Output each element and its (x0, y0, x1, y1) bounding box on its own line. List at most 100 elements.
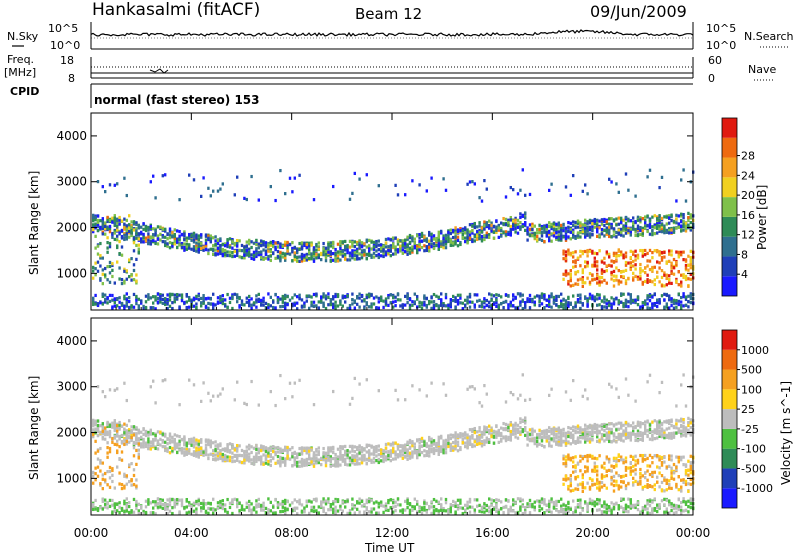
power-cell (421, 301, 423, 304)
power-cell (589, 297, 591, 300)
power-cell (358, 246, 360, 249)
velocity-cell (195, 452, 197, 455)
velocity-cell (135, 449, 137, 452)
power-cell (565, 237, 567, 240)
velocity-cell (330, 458, 332, 461)
power-cell (118, 231, 120, 234)
power-cell (224, 298, 226, 301)
power-cell (596, 281, 598, 284)
velocity-cell (294, 508, 296, 511)
power-cell (229, 246, 231, 249)
power-cell (133, 306, 135, 309)
velocity-cell (162, 433, 164, 436)
velocity-cell (92, 433, 94, 436)
power-cell (454, 235, 456, 238)
velocity-cell (284, 499, 286, 502)
power-cell (404, 242, 406, 245)
power-cell (541, 239, 543, 242)
power-cell (154, 196, 156, 199)
colorbar-segment (722, 177, 737, 197)
power-cell (454, 296, 456, 299)
velocity-cell (337, 448, 339, 451)
velocity-cell (94, 508, 96, 511)
power-cell (498, 294, 500, 297)
velocity-cell (303, 506, 305, 509)
power-cell (589, 235, 591, 238)
power-cell (308, 307, 310, 310)
power-cell (231, 240, 233, 243)
power-cell (327, 243, 329, 246)
power-cell (183, 238, 185, 241)
power-cell (176, 293, 178, 296)
power-cell (277, 255, 279, 258)
power-cell (169, 236, 171, 239)
power-cell (322, 253, 324, 256)
velocity-cell (231, 501, 233, 504)
power-cell (171, 301, 173, 304)
power-cell (685, 222, 687, 225)
power-cell (260, 250, 262, 253)
power-cell (231, 255, 233, 258)
power-cell (219, 237, 221, 240)
power-cell (666, 302, 668, 305)
power-cell (421, 235, 423, 238)
velocity-cell (226, 450, 228, 453)
velocity-cell (219, 504, 221, 507)
power-cell (579, 301, 581, 304)
velocity-cell (282, 450, 284, 453)
velocity-cell (133, 433, 135, 436)
power-cell (279, 251, 281, 254)
velocity-cell (210, 445, 212, 448)
velocity-cell (303, 447, 305, 450)
power-cell (126, 194, 128, 197)
power-cell (450, 238, 452, 241)
power-cell (236, 244, 238, 247)
power-cell (133, 293, 135, 296)
noise-panel: N.Sky 10^5 10^0 10^5 10^0 N.Search (7, 22, 794, 52)
velocity-cell (253, 460, 255, 463)
power-cell (445, 243, 447, 246)
power-cell (486, 234, 488, 237)
power-cell (606, 299, 608, 302)
velocity-cell (270, 509, 272, 512)
velocity-cell (226, 447, 228, 450)
velocity-cell (231, 445, 233, 448)
power-cell (596, 304, 598, 307)
power-cell (457, 236, 459, 239)
power-cell (116, 304, 118, 307)
power-cell (534, 301, 536, 304)
power-cell (642, 255, 644, 258)
power-cell (418, 233, 420, 236)
power-cell (646, 230, 648, 233)
power-cell (135, 232, 137, 235)
power-cell (162, 174, 164, 177)
power-cell (346, 244, 348, 247)
power-cell (217, 302, 219, 305)
velocity-cell (186, 512, 188, 515)
velocity-cell (267, 448, 269, 451)
power-cell (174, 297, 176, 300)
power-cell (378, 253, 380, 256)
power-cell (150, 296, 152, 299)
velocity-cell (123, 428, 125, 431)
power-cell (558, 305, 560, 308)
power-cell (385, 250, 387, 253)
power-cell (610, 271, 612, 274)
power-cell (666, 294, 668, 297)
power-cell (639, 305, 641, 308)
power-cell (618, 191, 620, 194)
power-cell (339, 258, 341, 261)
power-cell (656, 271, 658, 274)
power-cell (584, 265, 586, 268)
velocity-cell (135, 442, 137, 445)
power-cell (282, 245, 284, 248)
power-cell (274, 199, 276, 202)
power-cell (102, 217, 104, 220)
velocity-cell (123, 486, 125, 489)
freq-glitch (150, 69, 168, 73)
velocity-cell (310, 500, 312, 503)
power-cell (594, 260, 596, 263)
velocity-cell (181, 504, 183, 507)
power-cell (258, 251, 260, 254)
power-cell (450, 303, 452, 306)
